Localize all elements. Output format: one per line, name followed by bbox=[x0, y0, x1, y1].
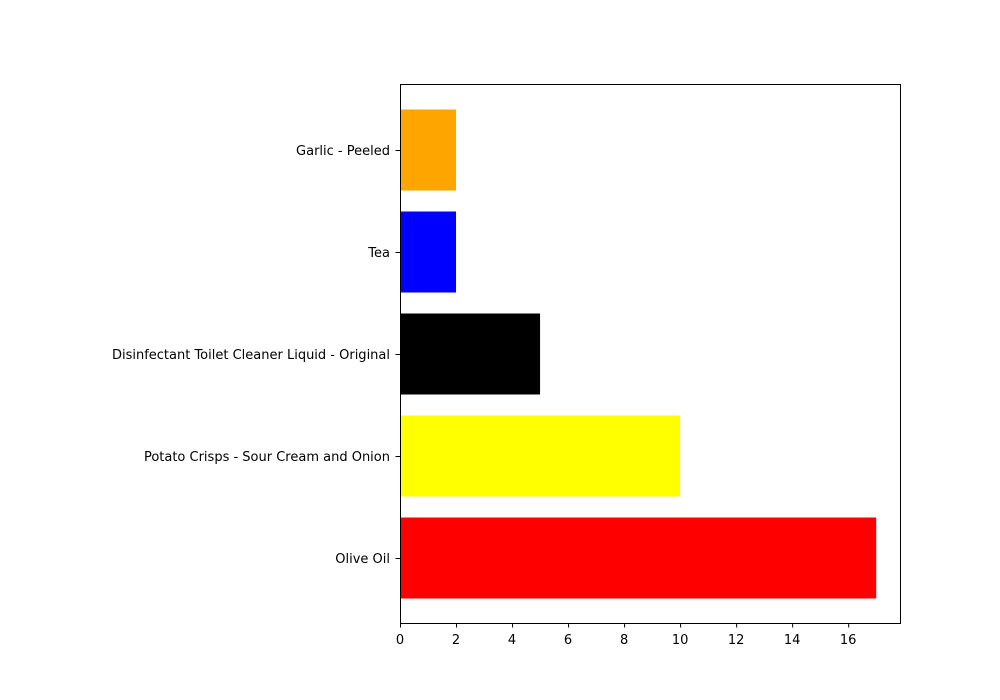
bar-disinfectant-toilet-cleaner-liquid-original bbox=[400, 313, 541, 395]
x-tick-label: 16 bbox=[840, 633, 857, 648]
x-tick-label: 0 bbox=[396, 633, 404, 648]
x-tick-label: 8 bbox=[620, 633, 628, 648]
y-tick-label: Garlic - Peeled bbox=[296, 144, 390, 159]
x-tick-label: 6 bbox=[564, 633, 572, 648]
y-tick-label: Tea bbox=[367, 246, 390, 261]
x-tick-label: 4 bbox=[508, 633, 516, 648]
plot-area-frame bbox=[400, 84, 901, 624]
x-axis: 0 2 4 6 8 10 12 14 16 bbox=[396, 623, 857, 648]
bar-tea bbox=[400, 211, 457, 293]
bar-garlic-peeled bbox=[400, 109, 457, 191]
bar-potato-crisps-sour-cream-and-onion bbox=[400, 415, 681, 497]
bars-group bbox=[400, 109, 877, 599]
y-tick-label: Potato Crisps - Sour Cream and Onion bbox=[144, 450, 390, 465]
x-tick-label: 2 bbox=[452, 633, 460, 648]
y-axis: Olive Oil Potato Crisps - Sour Cream and … bbox=[112, 144, 400, 567]
y-tick-label: Olive Oil bbox=[335, 552, 390, 567]
bar-olive-oil bbox=[400, 517, 877, 599]
x-tick-label: 14 bbox=[784, 633, 801, 648]
y-tick-label: Disinfectant Toilet Cleaner Liquid - Ori… bbox=[112, 348, 390, 363]
x-tick-label: 12 bbox=[728, 633, 745, 648]
x-tick-label: 10 bbox=[672, 633, 689, 648]
